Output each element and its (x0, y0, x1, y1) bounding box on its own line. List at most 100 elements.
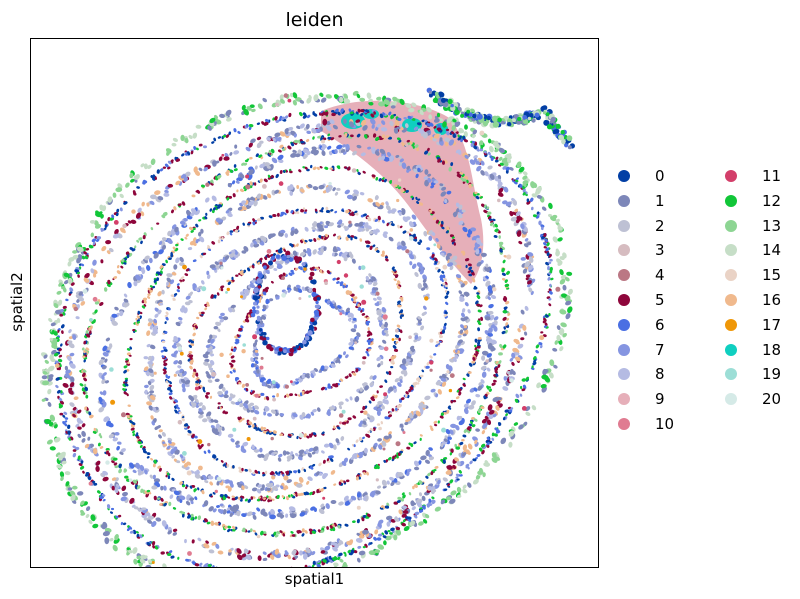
cell-point (535, 382, 542, 390)
cell-point (92, 523, 99, 529)
cell-point (376, 390, 379, 393)
cell-point (121, 485, 127, 492)
cell-point (306, 130, 311, 134)
cell-point (252, 424, 255, 428)
cell-point (304, 226, 310, 232)
chart-title: leiden (30, 9, 599, 31)
cell-point (123, 522, 127, 525)
cell-point (502, 385, 509, 392)
cell-point (77, 433, 82, 439)
cell-point (535, 349, 540, 354)
cell-point (223, 156, 229, 161)
cell-point (188, 514, 191, 518)
cell-point (366, 92, 372, 100)
cell-point (513, 421, 519, 426)
cell-point (323, 460, 327, 465)
cell-point (301, 533, 305, 538)
cell-point (467, 443, 473, 450)
cell-point (262, 557, 267, 561)
cell-point (434, 465, 439, 469)
cell-point (201, 184, 206, 188)
cell-point (123, 201, 129, 206)
cell-point (338, 405, 342, 410)
cell-point (355, 439, 359, 444)
cell-point (237, 130, 241, 134)
cell-point (55, 384, 60, 388)
cell-point (144, 163, 148, 169)
cell-point (307, 475, 314, 481)
cell-point (413, 441, 417, 445)
cell-point (146, 456, 150, 460)
cell-point (332, 233, 336, 237)
cell-point (68, 401, 75, 407)
cell-point (168, 396, 173, 401)
cell-point (524, 331, 528, 336)
cell-point (340, 436, 345, 442)
cell-point (254, 165, 258, 170)
cell-point (284, 233, 288, 238)
cell-point (177, 557, 180, 560)
cell-point (44, 359, 50, 365)
cell-point (336, 280, 341, 284)
cell-point (257, 555, 261, 561)
cell-point (202, 418, 208, 423)
cell-point (159, 429, 164, 432)
cell-point (336, 277, 341, 281)
cell-point (483, 462, 490, 467)
cell-point (480, 317, 483, 322)
cell-point (312, 186, 318, 191)
cell-point (375, 177, 378, 181)
cell-point (356, 169, 359, 172)
cell-point (277, 149, 282, 153)
cell-point (447, 253, 452, 257)
cell-point (62, 305, 67, 309)
cell-point (207, 449, 211, 454)
cell-point (438, 420, 441, 423)
cell-point (391, 408, 394, 412)
cell-point (296, 185, 299, 189)
cell-point (259, 448, 262, 453)
cell-point (334, 210, 338, 213)
cell-point (249, 124, 254, 128)
cell-point (474, 338, 478, 343)
cell-point (172, 137, 179, 143)
cell-point (47, 401, 52, 407)
cell-point (172, 344, 178, 349)
cell-point (353, 297, 355, 300)
cell-point (168, 392, 173, 396)
cell-point (171, 143, 176, 147)
cell-point (81, 437, 87, 443)
cell-point (511, 361, 516, 366)
cell-point (150, 227, 153, 231)
cell-point (334, 191, 339, 196)
cell-point (374, 195, 379, 201)
cell-point (260, 393, 264, 396)
cell-point (124, 182, 131, 189)
cell-point (105, 337, 111, 342)
cell-point (520, 309, 526, 315)
cell-point (531, 404, 537, 411)
cell-point (117, 468, 122, 474)
cell-point (406, 446, 411, 450)
cell-point (362, 436, 366, 439)
cell-point (419, 492, 423, 497)
cell-point (477, 327, 481, 331)
cell-point (236, 189, 238, 192)
cell-point (278, 453, 284, 458)
cell-point (59, 413, 63, 416)
cell-point (434, 424, 438, 427)
cell-point (220, 313, 225, 316)
cell-point (67, 424, 71, 429)
cell-point (256, 136, 261, 141)
cell-point (462, 434, 467, 438)
cell-point (116, 269, 122, 274)
cell-point (249, 157, 253, 160)
cell-point (85, 395, 88, 399)
cell-point (477, 309, 482, 313)
cell-point (231, 360, 235, 363)
cell-point (141, 201, 145, 206)
cell-point (90, 220, 95, 224)
cell-point (549, 259, 553, 262)
cell-point (276, 393, 279, 397)
